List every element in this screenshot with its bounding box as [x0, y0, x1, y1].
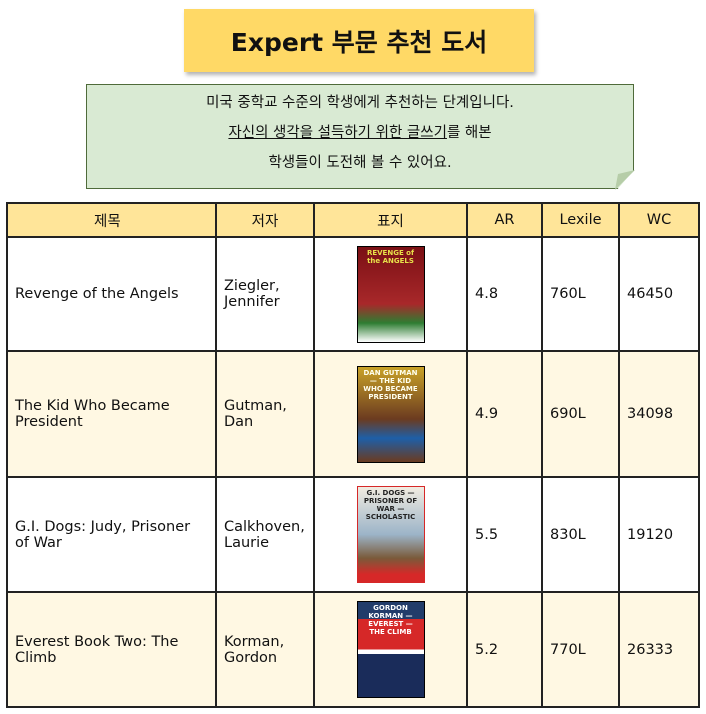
table-row: Revenge of the Angels Ziegler, Jennifer …	[6, 236, 700, 352]
page-title: Expert 부문 추천 도서	[184, 9, 534, 72]
book-wc: 19120	[618, 476, 700, 593]
book-title: Revenge of the Angels	[6, 236, 217, 352]
book-author: Gutman, Dan	[215, 350, 315, 478]
book-lexile: 770L	[541, 591, 620, 708]
book-cover-image: DAN GUTMAN — THE KID WHO BECAME PRESIDEN…	[356, 365, 425, 463]
note-line-3: 학생들이 도전해 볼 수 있어요.	[268, 155, 452, 171]
book-wc: 46450	[618, 236, 700, 352]
note-emphasis: 자신의 생각을 설득하기 위한 글쓰기	[228, 125, 447, 141]
book-title: Everest Book Two: The Climb	[6, 591, 217, 708]
book-table: 제목 저자 표지 AR Lexile WC Revenge of the Ang…	[6, 202, 700, 708]
header-lexile: Lexile	[541, 202, 620, 238]
book-cover-image: G.I. DOGS — PRISONER OF WAR — SCHOLASTIC	[356, 486, 425, 583]
book-ar: 4.9	[466, 350, 543, 478]
book-wc: 26333	[618, 591, 700, 708]
header-ar: AR	[466, 202, 543, 238]
book-wc: 34098	[618, 350, 700, 478]
book-cover-cell: REVENGE of the ANGELS	[313, 236, 468, 352]
book-title: The Kid Who Became President	[6, 350, 217, 478]
table-row: G.I. Dogs: Judy, Prisoner of War Calkhov…	[6, 476, 700, 593]
note-line-2-rest: 를 해본	[446, 125, 492, 141]
book-ar: 5.5	[466, 476, 543, 593]
book-lexile: 760L	[541, 236, 620, 352]
book-cover-cell: DAN GUTMAN — THE KID WHO BECAME PRESIDEN…	[313, 350, 468, 478]
table-header-row: 제목 저자 표지 AR Lexile WC	[6, 202, 700, 238]
header-title: 제목	[6, 202, 217, 238]
description-note: 미국 중학교 수준의 학생에게 추천하는 단계입니다. 자신의 생각을 설득하기…	[86, 84, 634, 189]
header-cover: 표지	[313, 202, 468, 238]
book-cover-image: REVENGE of the ANGELS	[356, 245, 425, 343]
header-author: 저자	[215, 202, 315, 238]
book-lexile: 830L	[541, 476, 620, 593]
book-ar: 4.8	[466, 236, 543, 352]
header-wc: WC	[618, 202, 700, 238]
book-ar: 5.2	[466, 591, 543, 708]
book-author: Calkhoven, Laurie	[215, 476, 315, 593]
table-row: The Kid Who Became President Gutman, Dan…	[6, 350, 700, 478]
note-line-2: 자신의 생각을 설득하기 위한 글쓰기를 해본	[87, 118, 633, 148]
note-line-1: 미국 중학교 수준의 학생에게 추천하는 단계입니다.	[206, 95, 514, 111]
book-cover-image: GORDON KORMAN — EVEREST — THE CLIMB	[356, 601, 425, 698]
book-author: Korman, Gordon	[215, 591, 315, 708]
book-title: G.I. Dogs: Judy, Prisoner of War	[6, 476, 217, 593]
book-cover-cell: G.I. DOGS — PRISONER OF WAR — SCHOLASTIC	[313, 476, 468, 593]
book-author: Ziegler, Jennifer	[215, 236, 315, 352]
table-row: Everest Book Two: The Climb Korman, Gord…	[6, 591, 700, 708]
book-lexile: 690L	[541, 350, 620, 478]
book-cover-cell: GORDON KORMAN — EVEREST — THE CLIMB	[313, 591, 468, 708]
